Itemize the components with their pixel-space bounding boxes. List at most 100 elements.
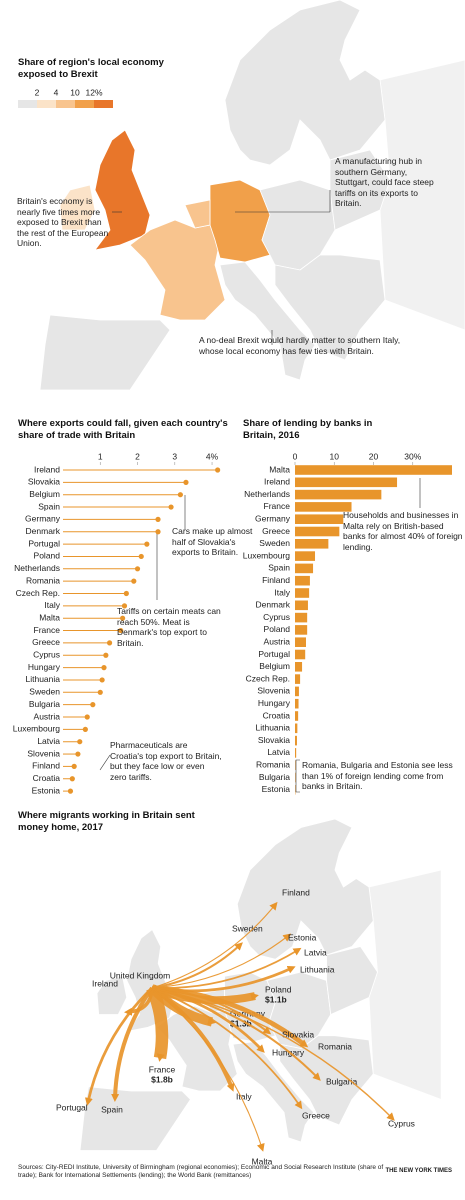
flow-arrow [151, 987, 265, 1152]
legend-label: 12% [85, 87, 102, 97]
bar [295, 662, 303, 672]
flow-arrow [151, 942, 243, 990]
flow-arrow [151, 987, 395, 1121]
category-label: Slovenia [27, 748, 60, 758]
region [326, 946, 378, 1016]
dot [71, 763, 77, 770]
category-label: Germany [25, 514, 61, 524]
legend-label: 2 [35, 87, 40, 97]
destination-label: Sweden [232, 923, 263, 933]
bar [295, 465, 452, 475]
dot [97, 689, 103, 695]
destination-label: Latvia [304, 947, 327, 957]
bar [295, 637, 306, 647]
annotation: Households and businesses in Malta rely … [343, 510, 463, 552]
bar [295, 563, 314, 574]
category-label: Finland [262, 575, 290, 585]
bar [295, 711, 299, 721]
destination-label: Estonia [288, 932, 317, 942]
dot [120, 615, 126, 621]
flow-arrow [151, 933, 292, 989]
category-label: Hungary [28, 662, 61, 672]
dot [155, 516, 161, 523]
category-label: Austria [34, 711, 61, 721]
dot [101, 665, 107, 671]
dot [99, 677, 105, 683]
category-label: Belgium [259, 661, 290, 671]
category-label: Ireland [264, 477, 290, 487]
category-label: Greece [262, 526, 290, 536]
legend-swatch [94, 100, 113, 108]
category-label: Malta [39, 612, 60, 622]
dot [75, 751, 81, 757]
category-label: Portugal [258, 649, 290, 659]
bar [295, 477, 398, 488]
category-label: Slovakia [258, 735, 290, 745]
category-label: Lithuania [25, 674, 60, 684]
bar [295, 502, 352, 512]
chart-title: Share of region's local economy exposed … [18, 57, 164, 80]
category-label: Netherlands [14, 563, 60, 573]
category-label: Czech Rep. [16, 588, 60, 598]
dot [155, 529, 161, 535]
bar [295, 600, 308, 611]
bar [295, 612, 308, 623]
category-label: Denmark [256, 600, 291, 610]
category-label: France [264, 501, 291, 511]
legend-swatch [18, 100, 37, 108]
bar [295, 551, 316, 561]
bar [295, 686, 299, 697]
region [236, 818, 374, 960]
value-label: $1.1b [265, 994, 287, 1004]
category-label: Latvia [267, 747, 290, 757]
dot [121, 603, 128, 609]
bar [295, 735, 297, 746]
sources: Sources: City-REDI Institute, University… [18, 1164, 384, 1179]
bar [295, 489, 382, 500]
flow-arrow [146, 985, 169, 1062]
credit: THE NEW YORK TIMES [385, 1168, 452, 1174]
category-label: Netherlands [244, 489, 290, 499]
destination-label: Finland [282, 887, 310, 897]
region [274, 254, 386, 361]
chart-title: Where exports could fall, given each cou… [18, 418, 228, 441]
x-tick-label: 3 [172, 451, 177, 461]
category-label: Romania [256, 759, 290, 769]
category-label: Hungary [258, 698, 291, 708]
category-label: Denmark [26, 526, 61, 536]
destination-label: Malta [252, 1156, 273, 1166]
annotation: Tariffs on certain meats can reach 50%. … [117, 606, 221, 648]
category-label: Italy [44, 600, 60, 610]
dot [215, 467, 221, 473]
flow-arrow [151, 986, 272, 1035]
region [279, 1035, 374, 1126]
destination-label: Ireland [92, 978, 118, 988]
region [184, 199, 211, 229]
bar [295, 674, 301, 684]
destination-label: Italy [236, 1091, 252, 1101]
region [224, 0, 386, 166]
x-tick-label: 4% [206, 451, 219, 461]
bar [295, 625, 308, 635]
dot [67, 788, 74, 794]
dot [118, 627, 124, 634]
category-label: Poland [264, 624, 291, 634]
dot [144, 541, 150, 547]
bar [295, 575, 310, 586]
destination-label: Cyprus [388, 1118, 415, 1128]
x-tick-label: 30% [404, 451, 421, 461]
category-label: Croatia [263, 710, 291, 720]
category-label: Finland [32, 761, 60, 771]
dot [134, 566, 141, 572]
category-label: Sweden [259, 538, 290, 548]
destination-label: Greece [302, 1110, 330, 1120]
legend-label: 10 [70, 87, 80, 97]
destination-label: Slovakia [282, 1029, 314, 1039]
annotation: A no-deal Brexit would hardly matter to … [199, 335, 401, 356]
legend-label: 4 [54, 87, 59, 97]
region [94, 129, 151, 251]
flow-arrow [150, 986, 235, 1092]
x-tick-label: 1 [98, 451, 103, 461]
region [39, 314, 171, 391]
dot [177, 492, 183, 498]
